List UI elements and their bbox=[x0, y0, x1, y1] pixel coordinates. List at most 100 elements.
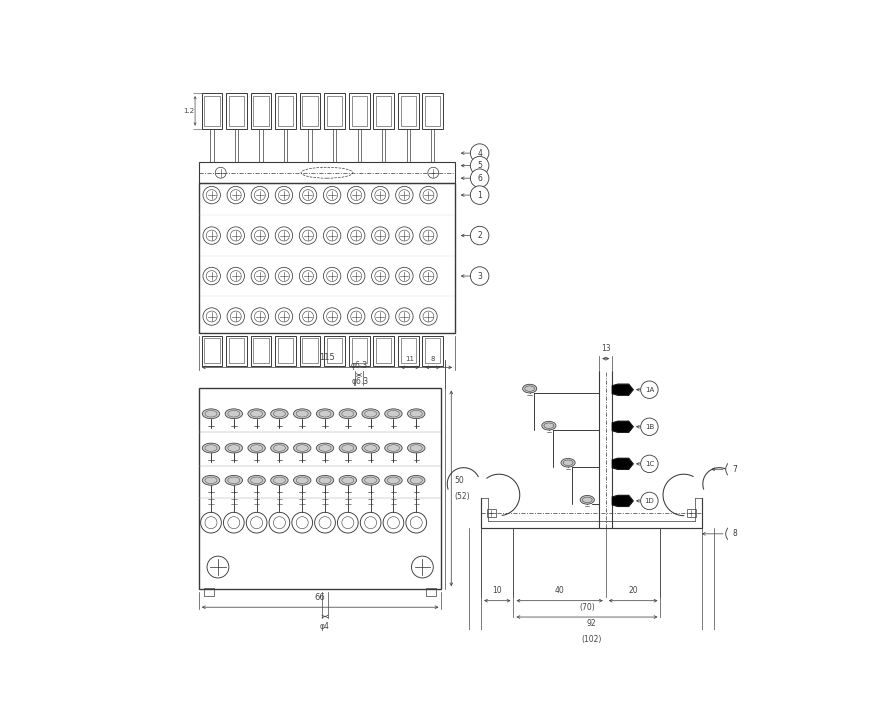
Text: 92: 92 bbox=[587, 619, 596, 628]
Bar bbox=[425, 338, 440, 363]
Text: (102): (102) bbox=[582, 635, 601, 644]
Text: φ6.3: φ6.3 bbox=[351, 360, 368, 370]
Ellipse shape bbox=[250, 445, 263, 451]
Ellipse shape bbox=[362, 475, 379, 485]
Bar bbox=[425, 96, 440, 126]
Ellipse shape bbox=[294, 443, 311, 453]
Bar bbox=[426, 588, 436, 595]
Ellipse shape bbox=[271, 409, 288, 418]
Ellipse shape bbox=[410, 477, 422, 484]
Bar bbox=[349, 93, 369, 129]
Ellipse shape bbox=[561, 458, 575, 467]
Circle shape bbox=[640, 492, 658, 510]
Ellipse shape bbox=[410, 411, 422, 417]
Bar bbox=[324, 336, 345, 366]
Bar bbox=[199, 183, 455, 333]
Text: 1B: 1B bbox=[645, 424, 654, 430]
Ellipse shape bbox=[294, 409, 311, 418]
Circle shape bbox=[471, 169, 489, 188]
Ellipse shape bbox=[294, 475, 311, 485]
Ellipse shape bbox=[202, 443, 219, 453]
Ellipse shape bbox=[248, 443, 266, 453]
Text: 8: 8 bbox=[732, 530, 737, 538]
Text: 13: 13 bbox=[601, 344, 611, 353]
Ellipse shape bbox=[563, 460, 573, 465]
Bar bbox=[204, 96, 219, 126]
Bar bbox=[275, 93, 296, 129]
Text: 4: 4 bbox=[477, 149, 482, 158]
Ellipse shape bbox=[523, 384, 536, 393]
Bar bbox=[349, 336, 369, 366]
Bar bbox=[398, 93, 418, 129]
Ellipse shape bbox=[408, 443, 425, 453]
Bar bbox=[398, 336, 418, 366]
Ellipse shape bbox=[202, 475, 219, 485]
Bar bbox=[373, 93, 394, 129]
Ellipse shape bbox=[319, 411, 331, 417]
Text: 115: 115 bbox=[319, 353, 335, 362]
Ellipse shape bbox=[271, 443, 288, 453]
Ellipse shape bbox=[580, 496, 594, 504]
Ellipse shape bbox=[316, 475, 334, 485]
Ellipse shape bbox=[319, 445, 331, 451]
Text: 5: 5 bbox=[477, 161, 482, 170]
Circle shape bbox=[471, 185, 489, 205]
Bar bbox=[303, 96, 318, 126]
Ellipse shape bbox=[228, 477, 240, 484]
Polygon shape bbox=[613, 458, 633, 469]
Circle shape bbox=[640, 455, 658, 472]
Bar bbox=[253, 96, 269, 126]
Circle shape bbox=[471, 144, 489, 162]
Ellipse shape bbox=[250, 411, 263, 417]
Text: (52): (52) bbox=[455, 492, 470, 501]
Bar bbox=[487, 508, 496, 518]
Ellipse shape bbox=[316, 409, 334, 418]
Ellipse shape bbox=[525, 386, 535, 392]
Text: φ4: φ4 bbox=[320, 622, 330, 631]
Text: φ6.3: φ6.3 bbox=[351, 377, 369, 386]
Ellipse shape bbox=[205, 445, 217, 451]
Ellipse shape bbox=[385, 475, 402, 485]
Bar bbox=[300, 93, 321, 129]
Ellipse shape bbox=[362, 443, 379, 453]
Ellipse shape bbox=[205, 411, 217, 417]
Ellipse shape bbox=[202, 409, 219, 418]
Text: 40: 40 bbox=[555, 586, 565, 595]
Text: 3: 3 bbox=[477, 272, 482, 280]
Bar bbox=[376, 338, 392, 363]
Bar bbox=[423, 93, 443, 129]
Bar bbox=[423, 336, 443, 366]
Bar bbox=[373, 336, 394, 366]
Text: 1.2: 1.2 bbox=[184, 108, 194, 114]
Circle shape bbox=[471, 156, 489, 175]
Text: 2: 2 bbox=[477, 231, 482, 240]
Polygon shape bbox=[613, 421, 633, 432]
Bar bbox=[202, 336, 222, 366]
Ellipse shape bbox=[225, 475, 242, 485]
Bar bbox=[275, 336, 296, 366]
Bar bbox=[300, 336, 321, 366]
Ellipse shape bbox=[362, 409, 379, 418]
Text: 1A: 1A bbox=[645, 387, 654, 393]
Ellipse shape bbox=[408, 475, 425, 485]
Bar bbox=[250, 336, 272, 366]
Ellipse shape bbox=[271, 475, 288, 485]
Ellipse shape bbox=[250, 477, 263, 484]
Polygon shape bbox=[613, 496, 633, 506]
Ellipse shape bbox=[274, 445, 285, 451]
Bar bbox=[253, 338, 269, 363]
Ellipse shape bbox=[225, 409, 242, 418]
Bar bbox=[352, 338, 367, 363]
Bar bbox=[204, 338, 219, 363]
Bar bbox=[352, 96, 367, 126]
Bar bbox=[199, 387, 441, 589]
Circle shape bbox=[725, 525, 743, 542]
Ellipse shape bbox=[205, 477, 217, 484]
Text: 66: 66 bbox=[315, 593, 326, 602]
Ellipse shape bbox=[248, 409, 266, 418]
Ellipse shape bbox=[387, 411, 400, 417]
Bar bbox=[226, 93, 247, 129]
Text: 7: 7 bbox=[732, 464, 737, 474]
Ellipse shape bbox=[387, 445, 400, 451]
Text: 8: 8 bbox=[431, 356, 435, 362]
